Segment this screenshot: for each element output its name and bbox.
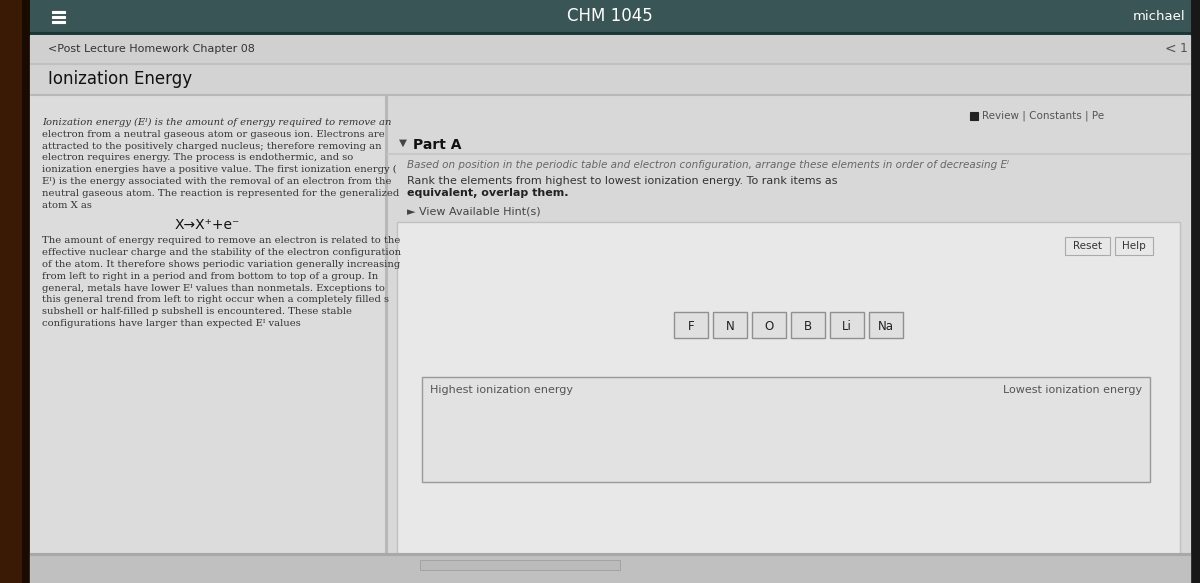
Text: Based on position in the periodic table and electron configuration, arrange thes: Based on position in the periodic table … — [407, 160, 1009, 170]
Text: CHM 1045: CHM 1045 — [568, 7, 653, 25]
Bar — [30, 94, 1190, 95]
Bar — [397, 222, 1180, 580]
Bar — [830, 312, 864, 338]
Text: <: < — [1165, 42, 1177, 56]
Text: electron from a neutral gaseous atom or gaseous ion. Electrons are: electron from a neutral gaseous atom or … — [42, 130, 385, 139]
Bar — [52, 16, 65, 18]
Text: from left to right in a period and from bottom to top of a group. In: from left to right in a period and from … — [42, 272, 378, 281]
Text: 1: 1 — [1180, 43, 1188, 55]
Text: Na: Na — [878, 319, 894, 332]
Bar — [869, 312, 904, 338]
Bar — [420, 560, 620, 570]
Text: F: F — [688, 319, 695, 332]
Bar — [1066, 237, 1110, 255]
Bar — [30, 553, 1190, 555]
Text: equivalent, overlap them.: equivalent, overlap them. — [407, 188, 569, 198]
Bar — [386, 153, 1190, 154]
Bar — [752, 312, 786, 338]
Bar — [385, 95, 386, 583]
Bar — [52, 11, 65, 13]
Text: neutral gaseous atom. The reaction is represented for the generalized: neutral gaseous atom. The reaction is re… — [42, 189, 400, 198]
Text: Li: Li — [842, 319, 852, 332]
Bar — [52, 21, 65, 23]
Text: this general trend from left to right occur when a completely filled s: this general trend from left to right oc… — [42, 296, 389, 304]
Text: Reset: Reset — [1073, 241, 1102, 251]
Text: michael: michael — [1133, 9, 1186, 23]
Text: effective nuclear charge and the stability of the electron configuration: effective nuclear charge and the stabili… — [42, 248, 401, 257]
Text: subshell or half-filled p subshell is encountered. These stable: subshell or half-filled p subshell is en… — [42, 307, 352, 316]
Text: Ionization Energy: Ionization Energy — [48, 70, 192, 88]
Bar — [22, 0, 30, 583]
Text: X→X⁺+e⁻: X→X⁺+e⁻ — [175, 219, 240, 233]
Text: <Post Lecture Homework Chapter 08: <Post Lecture Homework Chapter 08 — [48, 44, 254, 54]
Text: Review | Constants | Pe: Review | Constants | Pe — [982, 111, 1104, 121]
Text: O: O — [764, 319, 774, 332]
Text: Part A: Part A — [413, 138, 462, 152]
Text: Lowest ionization energy: Lowest ionization energy — [1003, 385, 1142, 395]
Text: attracted to the positively charged nucleus; therefore removing an: attracted to the positively charged nucl… — [42, 142, 382, 150]
Bar — [1115, 237, 1153, 255]
Text: general, metals have lower Eᴵ values than nonmetals. Exceptions to: general, metals have lower Eᴵ values tha… — [42, 283, 385, 293]
Text: ▼: ▼ — [398, 138, 407, 148]
Text: Ionization energy (Eᴵ) is the amount of energy required to remove an: Ionization energy (Eᴵ) is the amount of … — [42, 118, 391, 127]
Text: electron requires energy. The process is endothermic, and so: electron requires energy. The process is… — [42, 153, 353, 163]
Text: Rank the elements from highest to lowest ionization energy. To rank items as: Rank the elements from highest to lowest… — [407, 176, 841, 186]
Bar — [674, 312, 708, 338]
Bar — [422, 377, 1150, 482]
Text: ► View Available Hint(s): ► View Available Hint(s) — [407, 207, 541, 217]
Bar — [30, 95, 385, 583]
Bar — [970, 112, 978, 120]
Bar — [30, 64, 1190, 94]
Text: atom X as: atom X as — [42, 201, 92, 210]
Text: configurations have larger than expected Eᴵ values: configurations have larger than expected… — [42, 319, 301, 328]
Text: ionization energies have a positive value. The first ionization energy (: ionization energies have a positive valu… — [42, 165, 397, 174]
Bar — [713, 312, 746, 338]
Bar — [791, 312, 826, 338]
Bar — [30, 0, 1190, 32]
Text: The amount of energy required to remove an electron is related to the: The amount of energy required to remove … — [42, 236, 401, 245]
Text: B: B — [804, 319, 812, 332]
Text: Help: Help — [1122, 241, 1146, 251]
Bar — [386, 95, 1190, 583]
Text: Eᴵ) is the energy associated with the removal of an electron from the: Eᴵ) is the energy associated with the re… — [42, 177, 391, 186]
Text: N: N — [726, 319, 734, 332]
Bar — [0, 0, 22, 583]
Text: of the atom. It therefore shows periodic variation generally increasing: of the atom. It therefore shows periodic… — [42, 260, 401, 269]
Text: Highest ionization energy: Highest ionization energy — [430, 385, 574, 395]
Bar — [30, 63, 1190, 64]
Bar — [1186, 0, 1200, 583]
Bar — [30, 32, 1190, 35]
Bar — [30, 555, 1190, 583]
Bar — [30, 35, 1190, 63]
